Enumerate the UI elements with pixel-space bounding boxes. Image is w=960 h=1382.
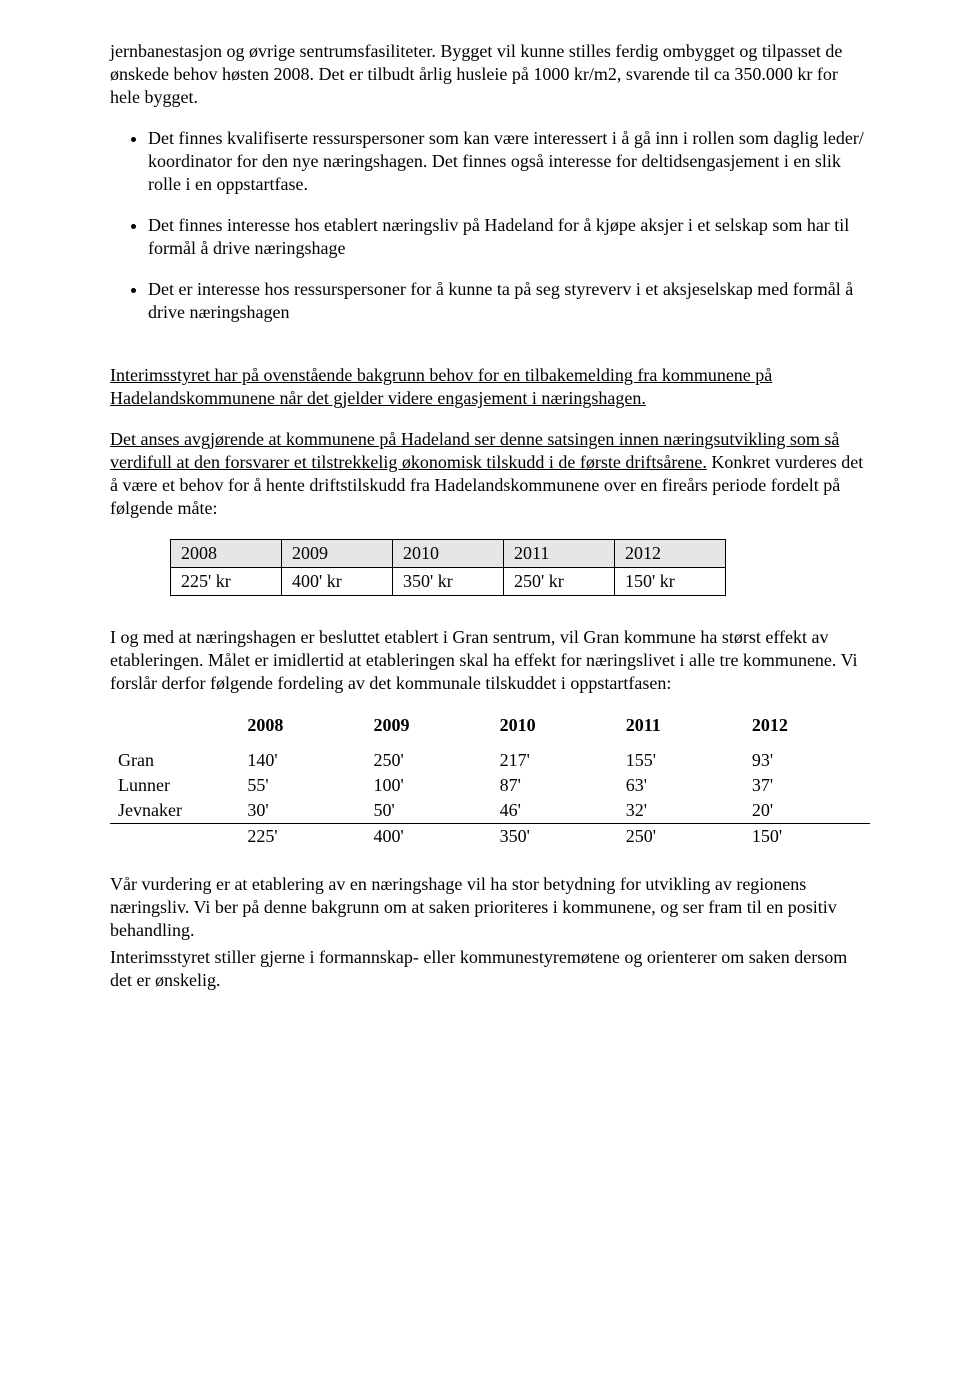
table-cell: Gran [110,748,239,773]
table-cell: 63' [618,773,744,798]
table-row: Jevnaker 30' 50' 46' 32' 20' [110,798,870,824]
table-cell: 155' [618,748,744,773]
table-cell: 87' [492,773,618,798]
paragraph-offer: Interimsstyret stiller gjerne i formanns… [110,946,870,992]
table-cell [110,823,239,849]
funding-table: 2008 2009 2010 2011 2012 225' kr 400' kr… [170,539,726,596]
table-cell: 93' [744,748,870,773]
table-cell: 250' kr [504,567,615,595]
distribution-table: 2008 2009 2010 2011 2012 Gran 140' 250' … [110,713,870,849]
table-cell: 140' [239,748,365,773]
table-header: 2008 [239,713,365,738]
table-header [110,713,239,738]
table-header: 2009 [366,713,492,738]
list-item: Det finnes interesse hos etablert næring… [148,214,870,260]
table-header: 2012 [744,713,870,738]
table-cell: 400' kr [282,567,393,595]
underlined-text: Interimsstyret har på ovenstående bakgru… [110,365,772,408]
paragraph-distribution: I og med at næringshagen er besluttet et… [110,626,870,695]
table-header-row: 2008 2009 2010 2011 2012 [171,539,726,567]
table-header: 2010 [393,539,504,567]
table-cell: Lunner [110,773,239,798]
paragraph-intro: jernbanestasjon og øvrige sentrumsfasili… [110,40,870,109]
table-cell: 46' [492,798,618,824]
table-cell: 150' [744,823,870,849]
table-cell: 30' [239,798,365,824]
table-header: 2009 [282,539,393,567]
table-header: 2011 [504,539,615,567]
table-header: 2011 [618,713,744,738]
table-cell: 225' kr [171,567,282,595]
table-cell: 55' [239,773,365,798]
table-cell: 225' [239,823,365,849]
table-total-row: 225' 400' 350' 250' 150' [110,823,870,849]
table-cell: 217' [492,748,618,773]
table-row: 225' kr 400' kr 350' kr 250' kr 150' kr [171,567,726,595]
paragraph-conclusion: Vår vurdering er at etablering av en nær… [110,873,870,942]
table-header: 2012 [615,539,726,567]
table-header-row: 2008 2009 2010 2011 2012 [110,713,870,738]
bullet-list: Det finnes kvalifiserte ressurspersoner … [110,127,870,324]
list-item: Det finnes kvalifiserte ressurspersoner … [148,127,870,196]
table-cell: 20' [744,798,870,824]
table-cell: 37' [744,773,870,798]
table-cell: 250' [618,823,744,849]
table-row: Gran 140' 250' 217' 155' 93' [110,748,870,773]
table-cell: 350' kr [393,567,504,595]
table-cell: 150' kr [615,567,726,595]
paragraph-financing: Det anses avgjørende at kommunene på Had… [110,428,870,520]
table-cell: Jevnaker [110,798,239,824]
table-cell: 50' [366,798,492,824]
table-cell: 400' [366,823,492,849]
table-header: 2008 [171,539,282,567]
table-cell: 100' [366,773,492,798]
table-row: Lunner 55' 100' 87' 63' 37' [110,773,870,798]
list-item: Det er interesse hos ressurspersoner for… [148,278,870,324]
table-header: 2010 [492,713,618,738]
table-cell: 350' [492,823,618,849]
table-cell: 32' [618,798,744,824]
table-cell: 250' [366,748,492,773]
paragraph-interim: Interimsstyret har på ovenstående bakgru… [110,364,870,410]
